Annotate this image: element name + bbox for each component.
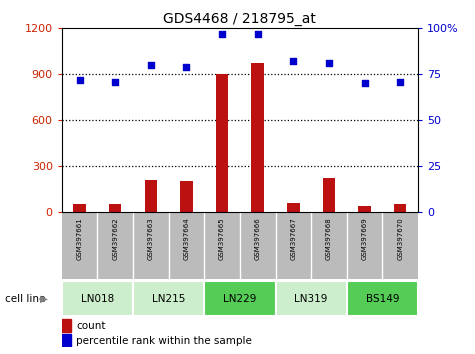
FancyBboxPatch shape — [347, 281, 418, 316]
Bar — [323, 178, 335, 212]
Point — [76, 77, 84, 82]
Bar — [287, 202, 300, 212]
Point — [289, 58, 297, 64]
Point — [325, 60, 332, 66]
Bar — [394, 204, 407, 212]
Bar — [62, 334, 71, 347]
Text: GSM397668: GSM397668 — [326, 217, 332, 260]
Point — [396, 79, 404, 84]
FancyBboxPatch shape — [204, 281, 276, 316]
Bar — [251, 63, 264, 212]
Text: ▶: ▶ — [40, 294, 48, 304]
Text: LN215: LN215 — [152, 294, 185, 304]
Bar — [216, 74, 228, 212]
Point — [254, 31, 261, 37]
Text: percentile rank within the sample: percentile rank within the sample — [76, 336, 252, 346]
Bar — [62, 319, 71, 332]
Text: LN319: LN319 — [294, 294, 328, 304]
Bar — [180, 181, 193, 212]
Text: LN018: LN018 — [81, 294, 114, 304]
Text: GSM397670: GSM397670 — [397, 217, 403, 260]
Point — [147, 62, 155, 68]
Title: GDS4468 / 218795_at: GDS4468 / 218795_at — [163, 12, 316, 26]
Bar — [73, 204, 86, 212]
Text: GSM397663: GSM397663 — [148, 217, 154, 260]
Point — [182, 64, 190, 70]
Text: count: count — [76, 321, 105, 331]
FancyBboxPatch shape — [276, 281, 347, 316]
FancyBboxPatch shape — [62, 281, 133, 316]
Point — [111, 79, 119, 84]
Point — [218, 31, 226, 37]
Text: GSM397667: GSM397667 — [290, 217, 296, 260]
FancyBboxPatch shape — [133, 281, 204, 316]
Text: BS149: BS149 — [366, 294, 399, 304]
Text: GSM397662: GSM397662 — [112, 217, 118, 260]
Bar — [358, 206, 371, 212]
Text: GSM397664: GSM397664 — [183, 217, 190, 260]
Text: GSM397665: GSM397665 — [219, 217, 225, 260]
Text: GSM397669: GSM397669 — [361, 217, 368, 260]
Bar — [144, 180, 157, 212]
Bar — [109, 204, 122, 212]
Text: cell line: cell line — [5, 294, 45, 304]
Text: LN229: LN229 — [223, 294, 256, 304]
Point — [361, 80, 369, 86]
Text: GSM397666: GSM397666 — [255, 217, 261, 260]
Text: GSM397661: GSM397661 — [76, 217, 83, 260]
